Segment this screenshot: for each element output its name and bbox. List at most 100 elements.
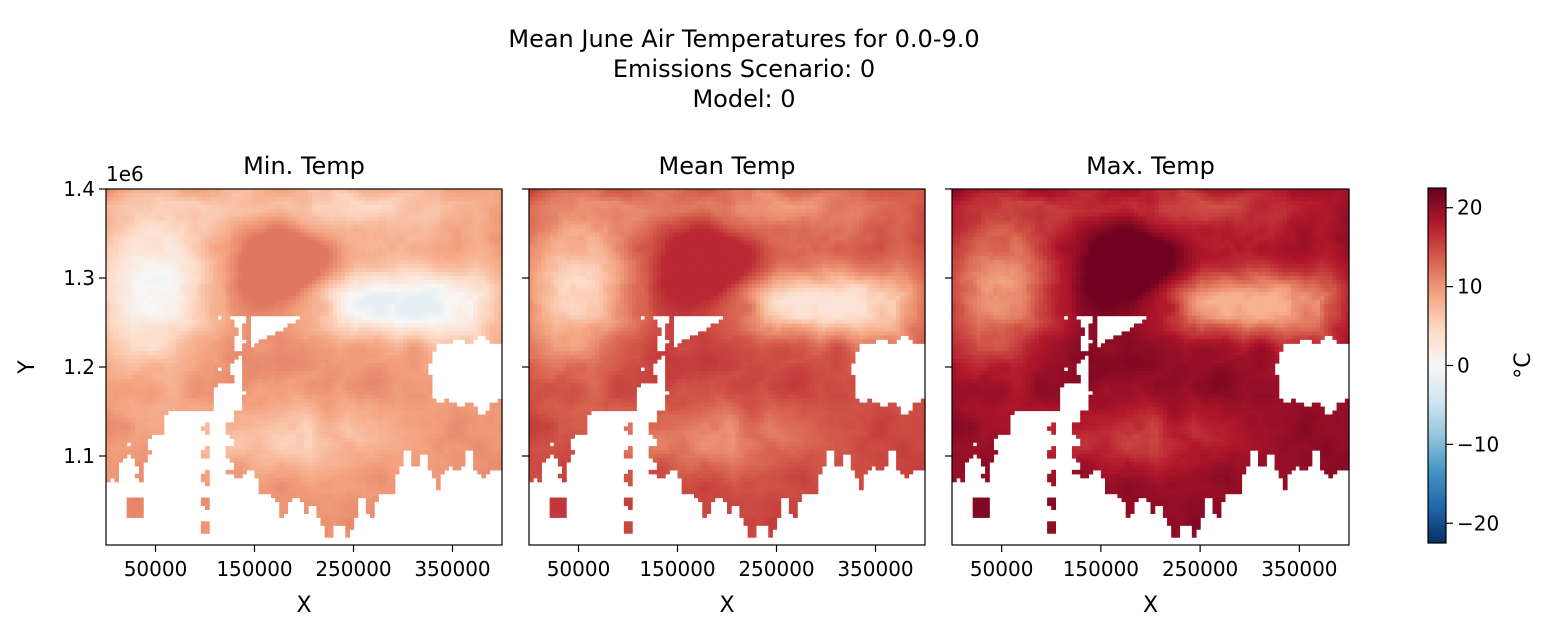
heatmap-cell	[291, 192, 297, 198]
heatmap-cell	[386, 208, 392, 214]
heatmap-cell	[337, 406, 342, 412]
heatmap-cell	[485, 264, 491, 269]
heatmap-cell	[275, 359, 280, 364]
heatmap-cell	[159, 378, 165, 384]
heatmap-cell	[291, 291, 297, 297]
heatmap-cell	[304, 204, 309, 210]
heatmap-cell	[130, 398, 136, 404]
heatmap-cell	[308, 196, 313, 202]
heatmap-cell	[440, 252, 445, 257]
heatmap-cell	[419, 386, 425, 392]
heatmap-cell	[106, 299, 111, 305]
heatmap-cell	[110, 287, 115, 293]
heatmap-cell	[374, 220, 379, 226]
heatmap-cell	[374, 264, 379, 269]
heatmap-cell	[126, 367, 132, 372]
heatmap-cell	[452, 291, 458, 297]
heatmap-cell	[299, 347, 305, 352]
heatmap-cell	[130, 327, 136, 332]
heatmap-cell	[440, 240, 445, 245]
heatmap-cell	[361, 236, 367, 242]
heatmap-cell	[469, 291, 474, 297]
heatmap-cell	[147, 410, 152, 416]
heatmap-cell	[287, 323, 293, 329]
heatmap-cell	[225, 315, 231, 321]
heatmap-cell	[233, 189, 239, 194]
heatmap-cell	[254, 244, 260, 249]
heatmap-cell	[415, 240, 421, 245]
heatmap-cell	[365, 319, 371, 325]
heatmap-cell	[126, 248, 132, 253]
heatmap-cell	[485, 248, 491, 253]
heatmap-cell	[266, 351, 272, 356]
heatmap-cell	[390, 248, 396, 253]
heatmap-cell	[398, 279, 404, 285]
heatmap-cell	[250, 224, 256, 230]
heatmap-cell	[423, 287, 429, 293]
heatmap-cell	[431, 189, 437, 194]
heatmap-cell	[271, 256, 276, 261]
heatmap-cell	[147, 367, 152, 372]
heatmap-cell	[139, 315, 144, 321]
heatmap-cell	[229, 256, 235, 261]
heatmap-cell	[398, 303, 404, 309]
heatmap-cell	[411, 331, 416, 336]
heatmap-cell	[238, 228, 243, 234]
heatmap-cell	[118, 315, 124, 321]
heatmap-cell	[283, 335, 289, 340]
heatmap-cell	[172, 287, 177, 293]
heatmap-cell	[266, 402, 272, 408]
heatmap-cell	[176, 343, 181, 348]
heatmap-cell	[163, 279, 169, 285]
heatmap-cell	[316, 260, 322, 265]
heatmap-cell	[365, 287, 371, 293]
heatmap-cell	[378, 283, 383, 289]
heatmap-cell	[316, 279, 322, 285]
heatmap-cell	[349, 283, 355, 289]
heatmap-cell	[291, 212, 297, 218]
heatmap-cell	[411, 252, 416, 257]
heatmap-cell	[452, 315, 458, 321]
heatmap-cell	[464, 323, 470, 329]
heatmap-cell	[163, 232, 169, 238]
heatmap-cell	[386, 303, 392, 309]
heatmap-cell	[394, 406, 400, 412]
heatmap-cell	[365, 331, 371, 336]
heatmap-cell	[349, 276, 355, 281]
heatmap-cell	[386, 382, 392, 388]
heatmap-cell	[155, 248, 161, 253]
heatmap-cell	[106, 390, 111, 396]
heatmap-cell	[279, 394, 284, 400]
heatmap-cell	[147, 228, 152, 234]
heatmap-cell	[271, 252, 276, 257]
heatmap-cell	[328, 307, 334, 313]
heatmap-cell	[188, 406, 194, 412]
heatmap-cell	[134, 331, 140, 336]
heatmap-cell	[262, 398, 268, 404]
heatmap-cell	[415, 260, 421, 265]
heatmap-cell	[423, 268, 429, 273]
heatmap-cell	[229, 323, 235, 329]
heatmap-cell	[184, 386, 190, 392]
heatmap-cell	[320, 240, 326, 245]
heatmap-cell	[188, 351, 194, 356]
heatmap-cell	[365, 291, 371, 297]
heatmap-cell	[374, 287, 379, 293]
heatmap-cell	[398, 228, 404, 234]
heatmap-cell	[332, 355, 338, 360]
heatmap-cell	[229, 347, 235, 352]
heatmap-cell	[200, 196, 206, 202]
heatmap-cell	[473, 260, 478, 265]
heatmap-cell	[485, 244, 491, 249]
heatmap-cell	[122, 192, 128, 198]
heatmap-cell	[337, 252, 342, 257]
heatmap-cell	[233, 303, 239, 309]
heatmap-cell	[398, 232, 404, 238]
heatmap-cell	[390, 224, 396, 230]
heatmap-cell	[110, 355, 115, 360]
heatmap-cell	[423, 359, 429, 364]
heatmap-cell	[159, 279, 165, 285]
heatmap-cell	[233, 220, 239, 226]
heatmap-cell	[328, 220, 334, 226]
heatmap-cell	[448, 283, 454, 289]
